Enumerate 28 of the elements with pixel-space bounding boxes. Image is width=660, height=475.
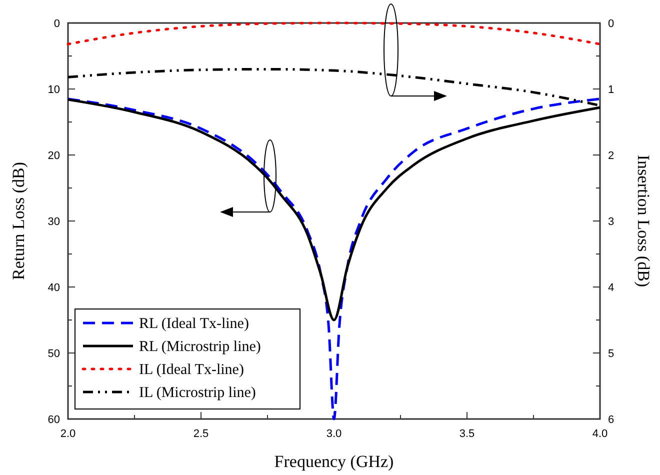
x-tick-label: 4.0 xyxy=(592,428,608,440)
y-tick-label: 20 xyxy=(48,150,60,162)
y2-tick-label: 1 xyxy=(608,84,614,96)
y-tick-label: 30 xyxy=(48,216,60,228)
y-axis-title: Return Loss (dB) xyxy=(9,162,28,280)
legend-label: RL (Ideal Tx-line) xyxy=(139,316,249,332)
y2-axis-title: Insertion Loss (dB) xyxy=(634,154,653,288)
y-tick-label: 60 xyxy=(48,414,60,426)
y-tick-label: 0 xyxy=(54,18,60,30)
legend-label: IL (Microstrip line) xyxy=(139,385,256,401)
legend-label: IL (Ideal Tx-line) xyxy=(139,362,244,378)
y2-tick-label: 0 xyxy=(608,18,614,30)
y2-tick-label: 3 xyxy=(608,216,614,228)
legend-label: RL (Microstrip line) xyxy=(139,339,261,355)
x-tick-label: 3.0 xyxy=(326,428,342,440)
x-tick-label: 3.5 xyxy=(459,428,475,440)
line-series xyxy=(66,98,602,420)
y2-tick-label: 4 xyxy=(608,282,614,294)
y-tick-label: 10 xyxy=(48,84,60,96)
y-tick-label: 50 xyxy=(48,348,60,360)
y-tick-label: 40 xyxy=(48,282,60,294)
y2-tick-label: 6 xyxy=(608,414,614,426)
y2-tick-label: 2 xyxy=(608,150,614,162)
line-series xyxy=(66,22,602,46)
x-tick-label: 2.5 xyxy=(193,428,209,440)
x-tick-label: 2.0 xyxy=(60,428,76,440)
x-axis-title: Frequency (GHz) xyxy=(274,452,394,471)
y2-tick-label: 5 xyxy=(608,348,614,360)
